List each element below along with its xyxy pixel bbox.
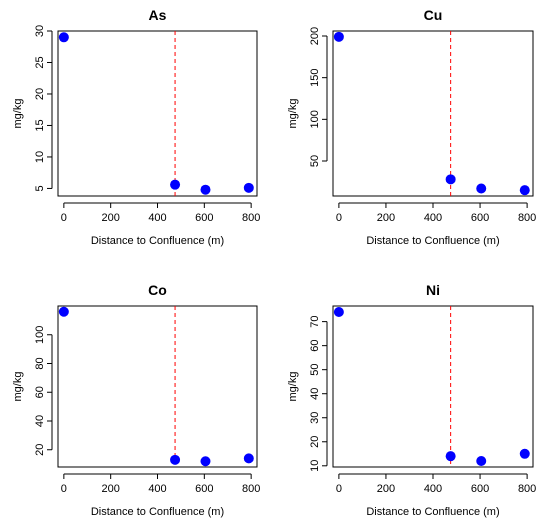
x-tick-label: 0 (61, 212, 67, 224)
x-tick-label: 400 (424, 212, 442, 224)
plot-area (57, 305, 258, 468)
x-tick-label: 600 (471, 212, 489, 224)
y-tick-label: 40 (309, 388, 321, 400)
data-point (170, 179, 181, 190)
x-tick-label: 600 (195, 212, 213, 224)
y-tick-label: 80 (34, 357, 46, 369)
data-point (58, 32, 69, 43)
y-tick-label: 15 (34, 119, 46, 131)
y-tick-label: 20 (34, 444, 46, 456)
y-tick-label: 20 (34, 88, 46, 100)
data-point (200, 456, 211, 467)
y-tick-label: 100 (309, 110, 321, 128)
y-tick-label: 25 (34, 56, 46, 68)
y-tick-label: 60 (34, 386, 46, 398)
data-point (445, 174, 456, 185)
data-point (170, 454, 181, 465)
x-tick-label: 0 (336, 212, 342, 224)
x-tick-label: 200 (101, 483, 119, 495)
y-tick-label: 30 (34, 25, 46, 37)
x-axis-title: Distance to Confluence (m) (366, 235, 499, 247)
x-tick-label: 0 (61, 483, 67, 495)
x-tick-label: 200 (377, 212, 395, 224)
x-tick-label: 600 (195, 483, 213, 495)
x-tick-label: 200 (101, 212, 119, 224)
data-point (476, 183, 487, 194)
x-tick-label: 400 (148, 483, 166, 495)
data-point (476, 455, 487, 466)
y-tick-label: 10 (309, 460, 321, 472)
panel-cu: Cu 0 200 400 600 800 Distance to Confluence (m… (287, 7, 536, 247)
x-tick-label: 800 (242, 483, 260, 495)
panel-ni: Ni 0 200 400 600 800 Distance to Confluence (m… (287, 282, 536, 518)
data-point (519, 448, 530, 459)
x-axis-title: Distance to Confluence (m) (91, 506, 224, 518)
panel-title: Cu (424, 7, 443, 23)
data-point (243, 453, 254, 464)
panel-title: Co (148, 282, 167, 298)
x-axis-title: Distance to Confluence (m) (366, 506, 499, 518)
data-point (333, 307, 344, 318)
y-axis-title: mg/kg (287, 99, 299, 129)
x-tick-label: 800 (242, 212, 260, 224)
y-tick-label: 60 (309, 340, 321, 352)
x-tick-label: 800 (518, 483, 536, 495)
y-tick-label: 150 (309, 68, 321, 86)
y-tick-label: 10 (34, 151, 46, 163)
y-tick-label: 50 (309, 364, 321, 376)
y-tick-label: 30 (309, 412, 321, 424)
x-tick-label: 400 (424, 483, 442, 495)
data-point (58, 306, 69, 317)
y-tick-label: 40 (34, 415, 46, 427)
data-point (243, 182, 254, 193)
x-tick-label: 800 (518, 212, 536, 224)
panel-title: Ni (426, 282, 440, 298)
data-point (200, 184, 211, 195)
data-point (333, 31, 344, 42)
plot-area (57, 30, 258, 197)
x-tick-label: 400 (148, 212, 166, 224)
y-tick-label: 100 (34, 326, 46, 344)
y-axis-title: mg/kg (287, 372, 299, 402)
y-tick-label: 70 (309, 315, 321, 327)
y-tick-label: 50 (309, 155, 321, 167)
x-tick-label: 0 (336, 483, 342, 495)
x-tick-label: 600 (471, 483, 489, 495)
y-tick-label: 200 (309, 27, 321, 45)
y-axis-title: mg/kg (12, 99, 24, 129)
y-tick-label: 20 (309, 436, 321, 448)
plot-area (332, 30, 534, 197)
panel-title: As (149, 7, 167, 23)
plot-area (332, 305, 534, 468)
y-axis-title: mg/kg (12, 372, 24, 402)
x-tick-label: 200 (377, 483, 395, 495)
data-point (445, 451, 456, 462)
y-tick-label: 5 (34, 185, 46, 191)
panel-as: As 0 200 400 600 800 Distance to Confluence (m… (12, 7, 260, 247)
x-axis-title: Distance to Confluence (m) (91, 235, 224, 247)
panel-co: Co 0 200 400 600 800 Distance to Confluence (m… (12, 282, 260, 518)
data-point (519, 185, 530, 196)
